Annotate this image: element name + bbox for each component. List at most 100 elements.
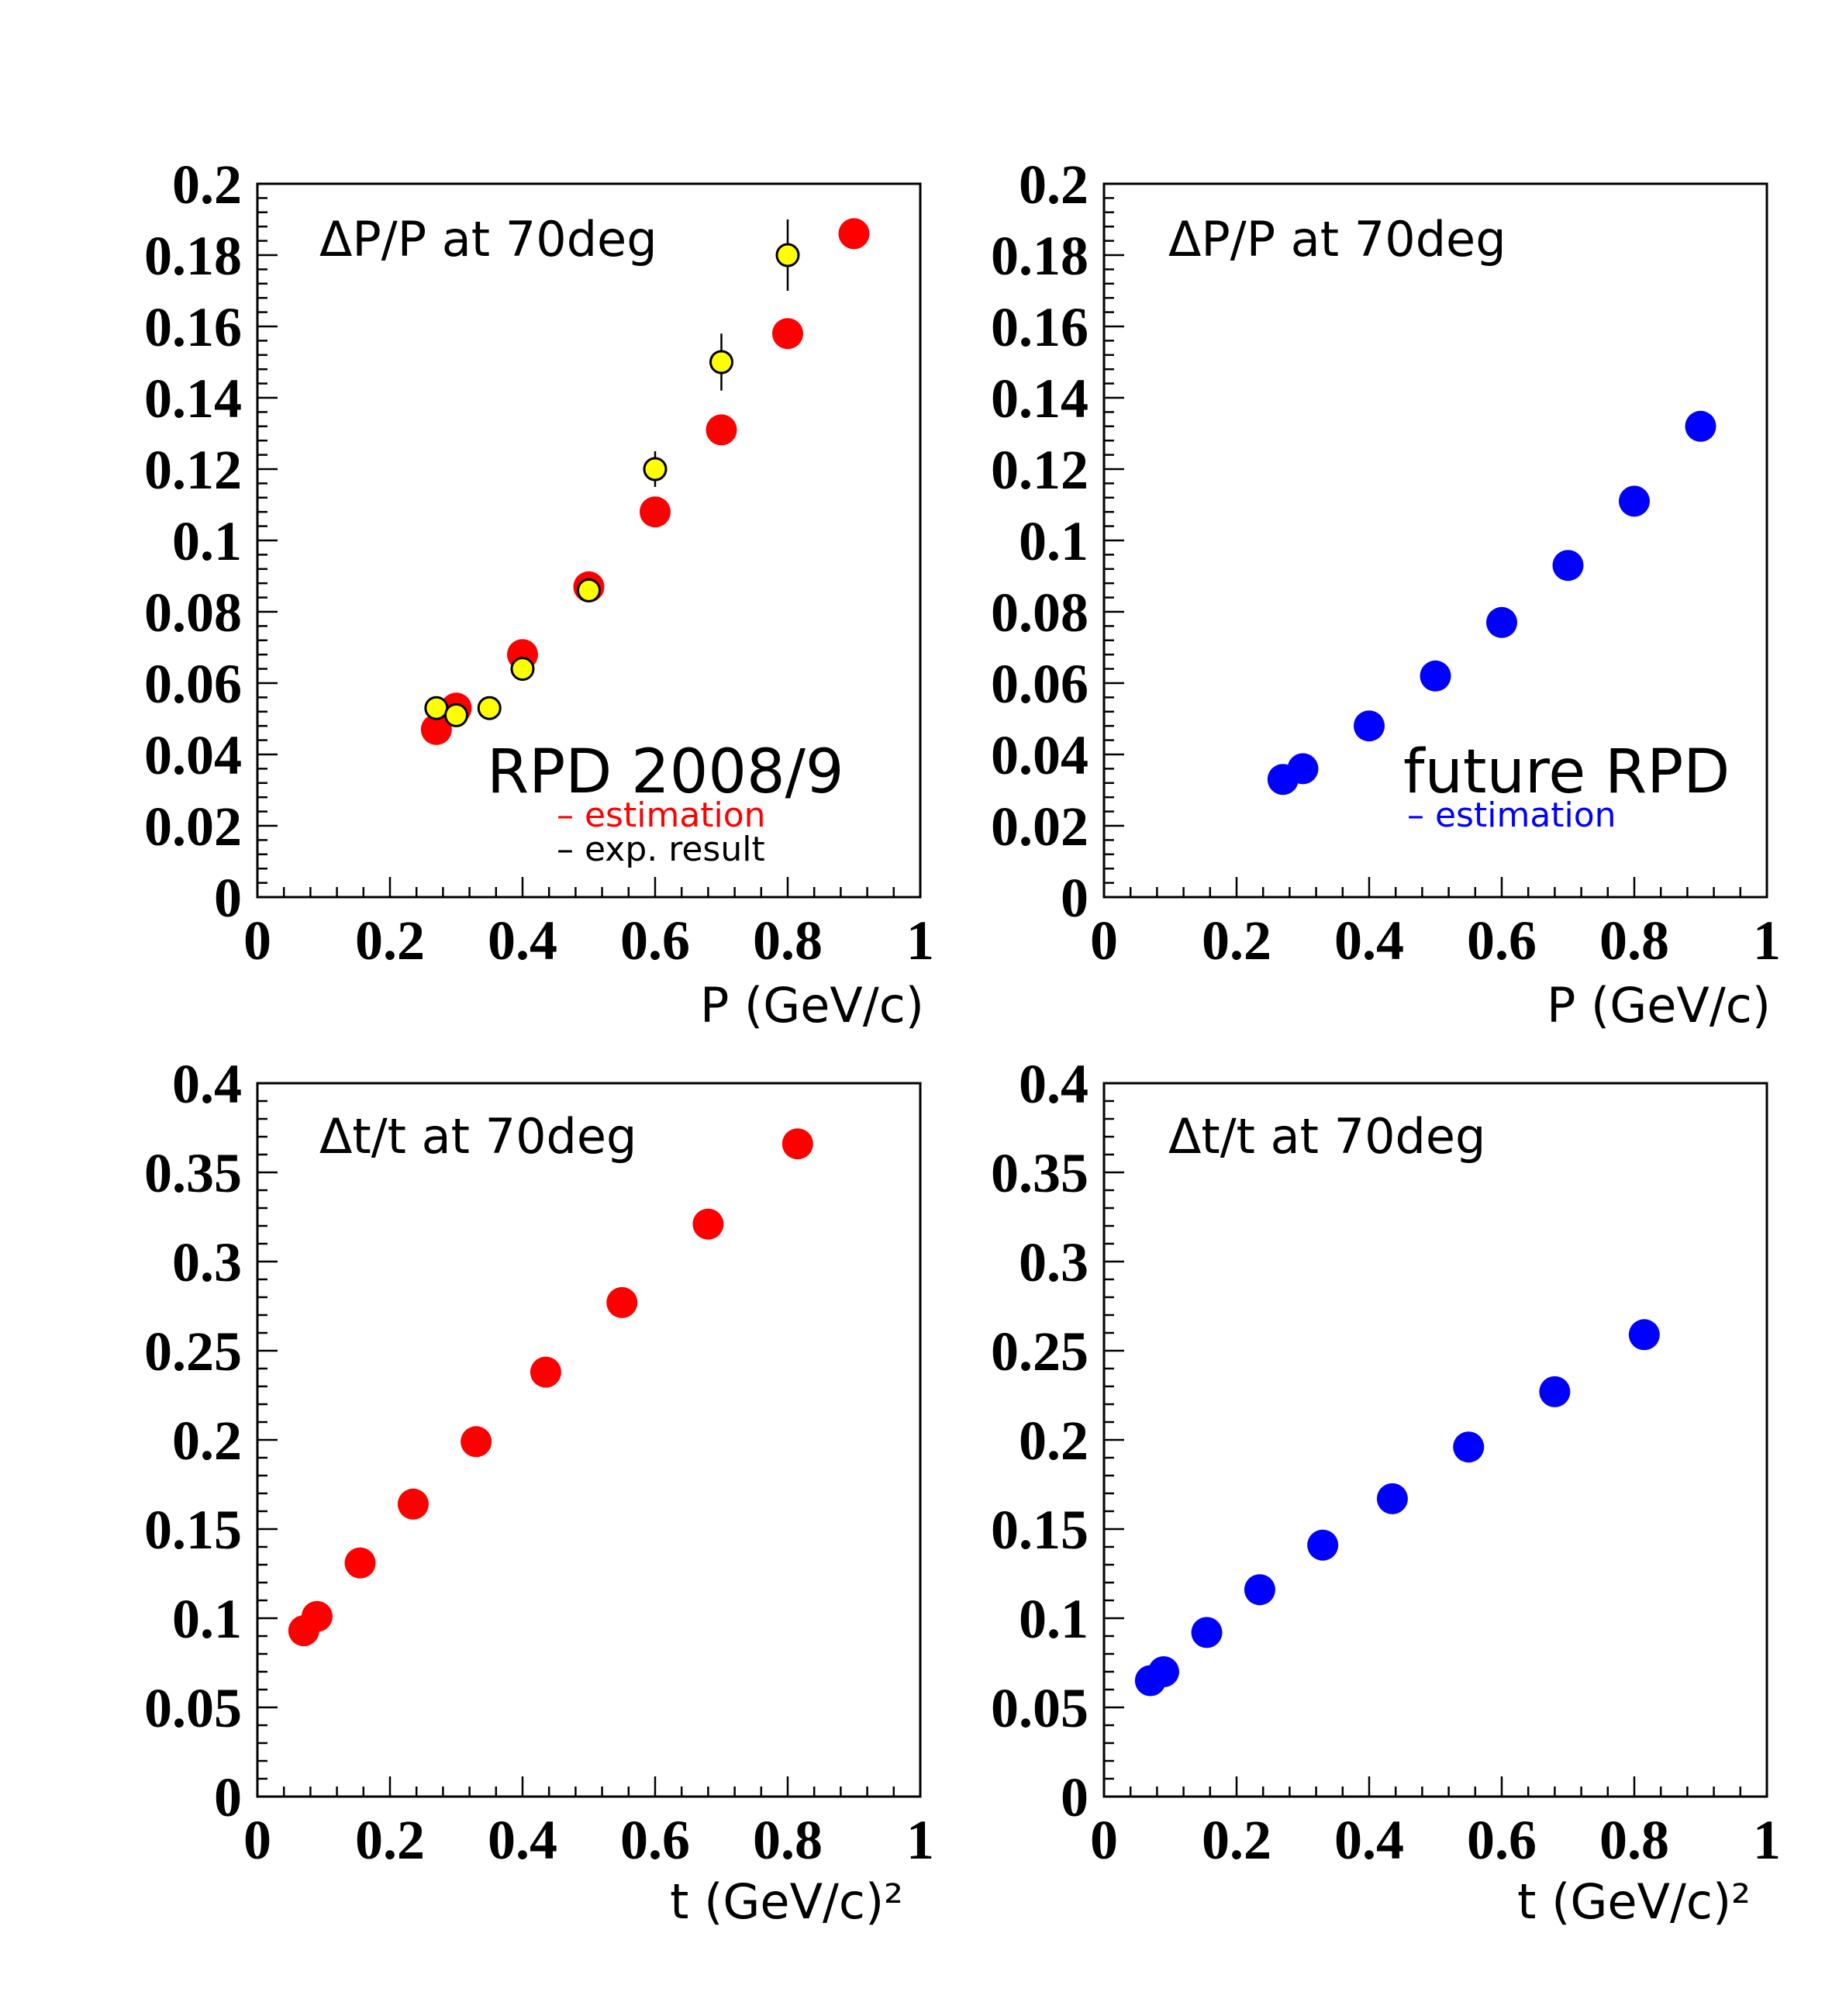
data-point [461,1426,492,1458]
x-tick-label: 0 [243,1809,271,1871]
y-tick-label: 0.06 [144,653,242,715]
y-tick-label: 0.16 [144,296,242,358]
data-point-exp [424,696,449,720]
y-tick-label: 0.15 [991,1499,1089,1561]
y-tick-label: 0.15 [144,1499,242,1561]
data-point-exp [477,696,502,720]
y-tick-label: 0.1 [172,510,242,572]
y-tick-label: 0.4 [172,1053,242,1115]
x-tick-label: 0.2 [1202,1809,1271,1871]
data-point [706,414,737,446]
x-tick-label: 1 [1753,1809,1781,1871]
x-tick-label: 1 [906,1809,934,1871]
data-point [1191,1617,1223,1648]
panel-title: Δt/t at 70deg [319,1108,637,1165]
y-tick-label: 0.18 [991,225,1089,287]
data-point-exp [709,350,733,375]
x-tick-label: 0 [1090,910,1118,972]
y-tick-label: 0.12 [144,439,242,501]
legend-entry-estimation: – estimation [1407,796,1616,835]
data-point [397,1488,429,1520]
y-tick-label: 0.08 [991,582,1089,644]
y-tick-label: 0.14 [991,368,1089,430]
y-tick-label: 0.02 [991,796,1089,858]
data-point [1307,1529,1339,1561]
data-point-exp [444,702,468,727]
y-tick-label: 0.2 [172,1410,242,1472]
panel-annotation: future RPD [1403,737,1730,807]
data-point [1619,485,1650,517]
y-tick-label: 0.2 [1019,154,1089,216]
data-point [530,1356,561,1388]
x-tick-label: 1 [1753,910,1781,972]
y-tick-label: 0.12 [991,439,1089,501]
y-tick-label: 0 [1061,1766,1089,1828]
data-point [1539,1376,1571,1407]
data-point [781,1128,813,1160]
panel-t-future: Δt/t at 70deg t (GeV/c)² 0 0.05 0.1 0.15 0.2… [991,1053,1781,1930]
y-tick-label: 0.35 [991,1142,1089,1204]
x-tick-label: 0.6 [620,1809,690,1871]
legend-entry-exp-result: – exp. result [557,830,765,869]
x-tick-label: 0.8 [753,910,823,972]
y-tick-label: 0.3 [1019,1231,1089,1293]
data-point [420,713,452,745]
data-point [301,1600,333,1632]
y-tick-label: 0 [214,867,242,929]
y-tick-label: 0.25 [991,1320,1089,1383]
panel-title: ΔP/P at 70deg [1168,211,1506,268]
x-axis-title: P (GeV/c) [1547,977,1771,1034]
y-tick-label: 0.14 [144,368,242,430]
legend-entry-estimation: – estimation [557,796,766,835]
y-tick-label: 0 [1061,867,1089,929]
y-tick-label: 0.16 [991,296,1089,358]
y-tick-label: 0.18 [144,225,242,287]
data-point [1354,710,1385,742]
data-point [1628,1319,1660,1351]
data-point-exp [577,578,601,602]
panel-momentum-future: ΔP/P at 70deg future RPD – estimation P … [991,154,1781,1034]
x-axis-title: t (GeV/c)² [1517,1873,1751,1930]
data-point [1147,1656,1179,1687]
x-tick-label: 0.6 [1467,910,1537,972]
data-point-exp [775,243,800,268]
x-tick-label: 0.4 [488,1809,557,1871]
panel-t-rpd2008: Δt/t at 70deg t (GeV/c)² 0 0.05 0.1 0.15 0.2… [144,1053,934,1930]
y-tick-label: 0.06 [991,653,1089,715]
data-point [1486,606,1517,638]
y-tick-label: 0.3 [172,1231,242,1293]
y-tick-label: 0 [214,1766,242,1828]
x-tick-label: 0.4 [1334,910,1404,972]
y-tick-label: 0.1 [172,1588,242,1650]
y-tick-label: 0.05 [144,1677,242,1739]
x-tick-label: 0.6 [620,910,690,972]
data-point [1552,550,1584,582]
data-point [1287,753,1319,785]
y-tick-label: 0.05 [991,1677,1089,1739]
data-point [692,1208,724,1240]
y-tick-label: 0.2 [172,154,242,216]
x-tick-label: 0.2 [1202,910,1271,972]
x-tick-label: 0.6 [1467,1809,1537,1871]
y-tick-label: 0.25 [144,1320,242,1383]
data-point [1453,1431,1485,1463]
x-tick-label: 0.4 [1334,1809,1404,1871]
y-tick-label: 0.1 [1019,1588,1089,1650]
x-tick-label: 1 [906,910,934,972]
y-tick-label: 0.1 [1019,510,1089,572]
data-point [772,318,803,350]
data-point [640,496,671,528]
x-tick-label: 0.8 [1599,910,1669,972]
x-tick-label: 0.8 [1599,1809,1669,1871]
y-tick-label: 0.35 [144,1142,242,1204]
y-tick-label: 0.04 [144,724,242,786]
y-tick-label: 0.02 [144,796,242,858]
data-point [1244,1574,1275,1606]
x-tick-label: 0.2 [355,910,425,972]
data-point [344,1547,376,1579]
y-tick-label: 0.4 [1019,1053,1089,1115]
data-point [838,218,870,250]
data-point [1685,410,1716,442]
y-tick-label: 0.08 [144,582,242,644]
